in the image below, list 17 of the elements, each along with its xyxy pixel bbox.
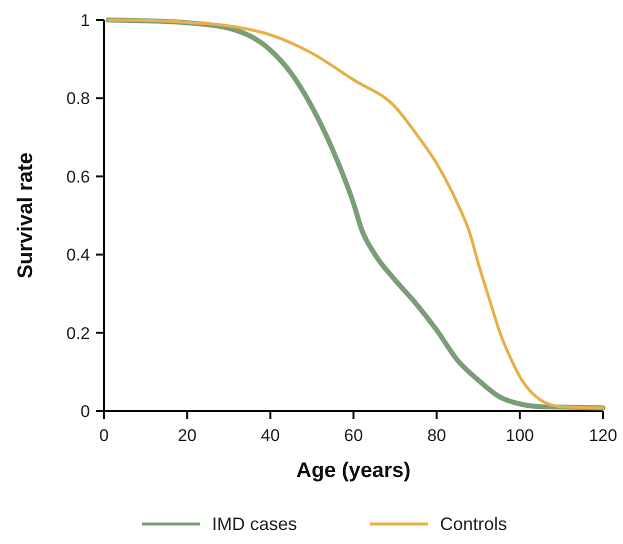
x-tick-label: 120 bbox=[588, 426, 618, 445]
x-axis-title: Age (years) bbox=[296, 459, 411, 482]
x-tick-label: 20 bbox=[178, 426, 197, 445]
x-tick-label: 60 bbox=[344, 426, 363, 445]
legend-label: Controls bbox=[440, 514, 508, 534]
y-tick-label: 0.8 bbox=[66, 89, 90, 108]
y-tick-label: 0 bbox=[80, 402, 90, 421]
x-tick-label: 80 bbox=[427, 426, 446, 445]
x-tick-label: 40 bbox=[260, 426, 280, 445]
y-tick-label: 0.4 bbox=[66, 246, 90, 265]
x-tick-label: 0 bbox=[99, 426, 109, 445]
y-tick-label: 0.2 bbox=[66, 324, 90, 343]
legend-label: IMD cases bbox=[212, 514, 298, 534]
y-axis-title: Survival rate bbox=[14, 152, 37, 279]
y-tick-label: 0.6 bbox=[66, 167, 90, 186]
y-tick-label: 1 bbox=[80, 11, 90, 30]
x-tick-label: 100 bbox=[506, 426, 534, 445]
